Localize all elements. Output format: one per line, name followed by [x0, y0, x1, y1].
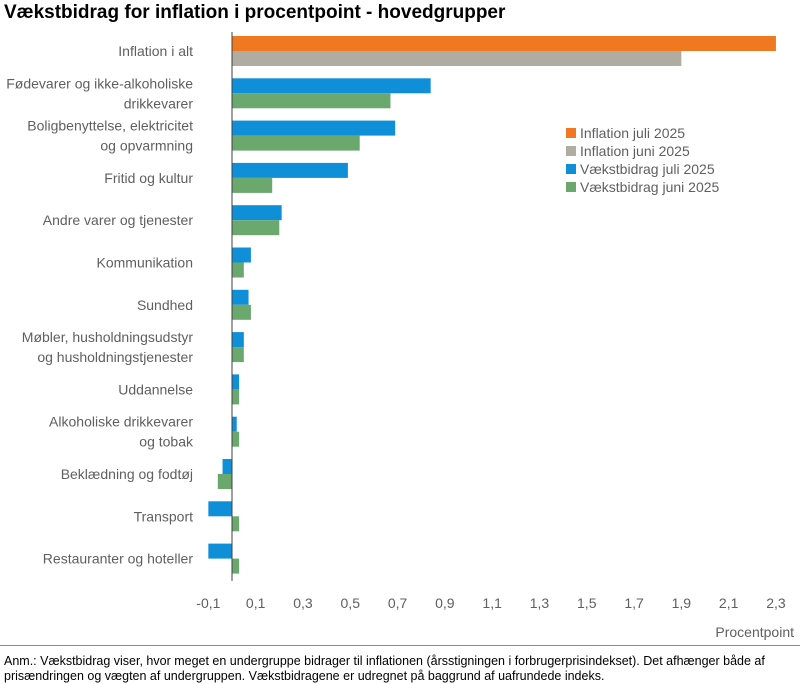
legend-swatch [566, 182, 576, 192]
legend-label: Inflation juni 2025 [580, 143, 690, 159]
legend-label: Vækstbidrag juni 2025 [580, 179, 720, 195]
category-label: Uddannelse [118, 381, 193, 397]
bar-10-0 [222, 459, 232, 474]
x-tick-label: 2,1 [719, 595, 739, 611]
x-tick-label: 0,3 [293, 595, 313, 611]
category-label: Møbler, husholdningsudstyr og husholdning… [22, 329, 194, 365]
bar-0-1 [232, 51, 682, 66]
bar-0-0 [232, 36, 776, 51]
x-tick-label: 0,7 [388, 595, 408, 611]
x-tick-label: 1,7 [624, 595, 644, 611]
bar-10-1 [217, 474, 232, 489]
x-tick-label: 1,9 [672, 595, 692, 611]
x-axis-title: Procentpoint [715, 624, 794, 640]
bar-4-0 [232, 205, 282, 221]
bar-3-1 [232, 177, 273, 193]
x-tick-label: -0,1 [196, 595, 220, 611]
category-label: Restauranter og hoteller [43, 551, 194, 567]
x-tick-label: 1,3 [530, 595, 550, 611]
category-label: Transport [134, 508, 194, 524]
category-label: Beklædning og fodtøj [61, 466, 193, 482]
bar-8-0 [232, 374, 240, 390]
x-tick-label: 0,5 [341, 595, 361, 611]
footer-divider [0, 645, 800, 646]
bar-3-0 [232, 162, 348, 178]
bar-6-0 [232, 289, 249, 305]
x-tick-label: 0,1 [246, 595, 266, 611]
legend-swatch [566, 128, 576, 138]
category-label: Boligbenyttelse, elektricitet og opvarmni… [27, 118, 193, 154]
bar-5-0 [232, 247, 251, 263]
category-label: Alkoholiske drikkevarer og tobak [49, 414, 194, 450]
legend-label: Vækstbidrag juli 2025 [580, 161, 715, 177]
legend: Inflation juli 2025 Inflation juni 2025 Væ… [566, 125, 720, 195]
bar-2-1 [232, 135, 360, 151]
category-label: Inflation i alt [118, 43, 193, 59]
x-tick-label: 0,9 [435, 595, 455, 611]
category-label: Fødevarer og ikke-alkoholiske drikkevarer [6, 75, 193, 111]
category-label: Sundhed [137, 297, 193, 313]
category-label: Fritid og kultur [104, 170, 193, 186]
bar-7-1 [232, 347, 244, 363]
chart-title: Vækstbidrag for inflation i procentpoint… [4, 2, 506, 23]
category-labels: Inflation i alt Fødevarer og ikke-alkohol… [6, 43, 194, 567]
x-tick-label: 1,1 [482, 595, 502, 611]
bar-5-1 [232, 262, 244, 278]
legend-swatch [566, 164, 576, 174]
footnote: Anm.: Vækstbidrag viser, hvor meget en u… [4, 654, 765, 683]
category-label: Andre varer og tjenester [43, 212, 194, 228]
bar-2-0 [232, 120, 396, 136]
bar-12-0 [208, 543, 232, 559]
x-tick-labels: -0,1 0,1 0,3 0,5 0,7 0,9 1,1 1,3 1,5 1,7 1,9 2,1 2,3 [196, 595, 786, 611]
bar-4-1 [232, 220, 280, 236]
bar-11-0 [208, 501, 232, 517]
bars-group [208, 36, 776, 574]
x-tick-label: 1,5 [577, 595, 597, 611]
bar-7-0 [232, 332, 244, 348]
bar-6-1 [232, 304, 251, 320]
bar-8-1 [232, 389, 240, 405]
bar-12-1 [232, 558, 240, 574]
legend-label: Inflation juli 2025 [580, 125, 685, 141]
bar-chart: Inflation i alt Fødevarer og ikke-alkohol… [6, 32, 794, 640]
x-tick-label: 2,3 [766, 595, 786, 611]
bar-9-1 [232, 431, 240, 447]
legend-swatch [566, 146, 576, 156]
bar-11-1 [232, 516, 240, 532]
bar-9-0 [232, 416, 237, 432]
bar-1-1 [232, 93, 391, 109]
bar-1-0 [232, 78, 431, 94]
category-label: Kommunikation [97, 255, 194, 271]
